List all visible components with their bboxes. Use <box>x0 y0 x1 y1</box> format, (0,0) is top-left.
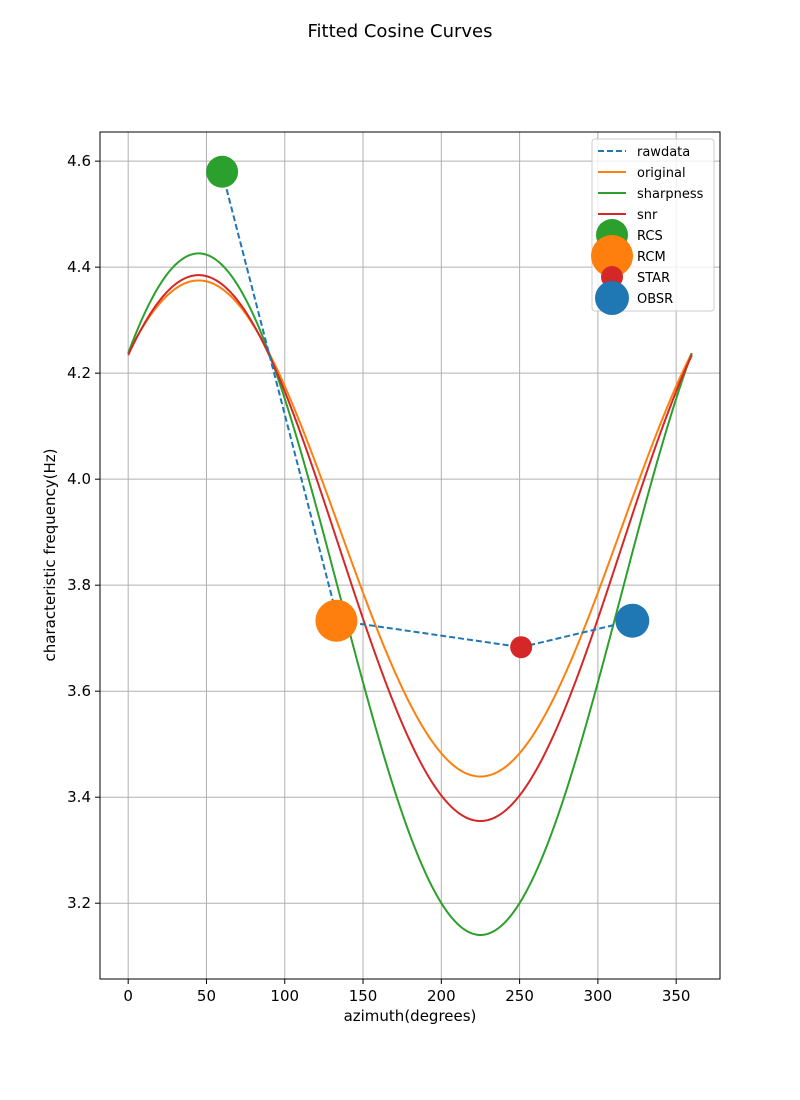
legend-swatch-OBSR <box>595 281 629 315</box>
y-tick-label: 4.4 <box>67 258 91 276</box>
legend-label-OBSR: OBSR <box>637 292 673 307</box>
legend-label-rawdata: rawdata <box>637 145 690 160</box>
plot-frame <box>99 131 721 980</box>
grid-lines <box>100 132 720 979</box>
legend-swatch-RCM <box>591 235 633 277</box>
legend-label-RCM: RCM <box>637 250 666 265</box>
x-tick-label: 350 <box>662 987 691 1005</box>
y-tick-label: 3.6 <box>67 682 91 700</box>
series-line-original <box>127 279 693 778</box>
x-axis-label: azimuth(degrees) <box>344 1007 477 1025</box>
y-tick-label: 3.8 <box>67 576 91 594</box>
point-STAR <box>510 636 533 659</box>
x-tick-label: 200 <box>427 987 456 1005</box>
y-tick-label: 3.2 <box>67 894 91 912</box>
legend: rawdata original sharpness snr RCS RCM STAR OBS… <box>591 138 715 315</box>
x-tick-label: 100 <box>270 987 299 1005</box>
legend-label-STAR: STAR <box>637 271 670 286</box>
y-tick-label: 4.2 <box>67 364 91 382</box>
point-RCS <box>206 155 239 188</box>
x-axis: 0 50 100 150 200 250 300 350 <box>123 979 690 1005</box>
x-tick-label: 50 <box>197 987 216 1005</box>
x-tick-label: 250 <box>505 987 534 1005</box>
plot-area <box>127 155 693 936</box>
y-axis: 3.2 3.4 3.6 3.8 4.0 4.2 4.4 4.6 <box>67 152 100 912</box>
x-tick-label: 150 <box>349 987 378 1005</box>
point-RCM <box>315 599 358 642</box>
x-tick-label: 300 <box>584 987 613 1005</box>
x-tick-label: 0 <box>123 987 133 1005</box>
y-tick-label: 4.0 <box>67 470 91 488</box>
legend-label-sharpness: sharpness <box>637 187 704 202</box>
y-tick-label: 3.4 <box>67 788 91 806</box>
chart-title: Fitted Cosine Curves <box>307 21 492 42</box>
series-line-sharpness <box>127 252 693 936</box>
legend-label-original: original <box>637 166 686 181</box>
y-axis-label: characteristic frequency(Hz) <box>41 449 59 662</box>
series-line-rawdata <box>221 171 633 649</box>
series-line-snr <box>127 274 693 823</box>
point-OBSR <box>615 603 650 638</box>
y-tick-label: 4.6 <box>67 152 91 170</box>
legend-label-RCS: RCS <box>637 229 663 244</box>
legend-label-snr: snr <box>637 208 658 223</box>
